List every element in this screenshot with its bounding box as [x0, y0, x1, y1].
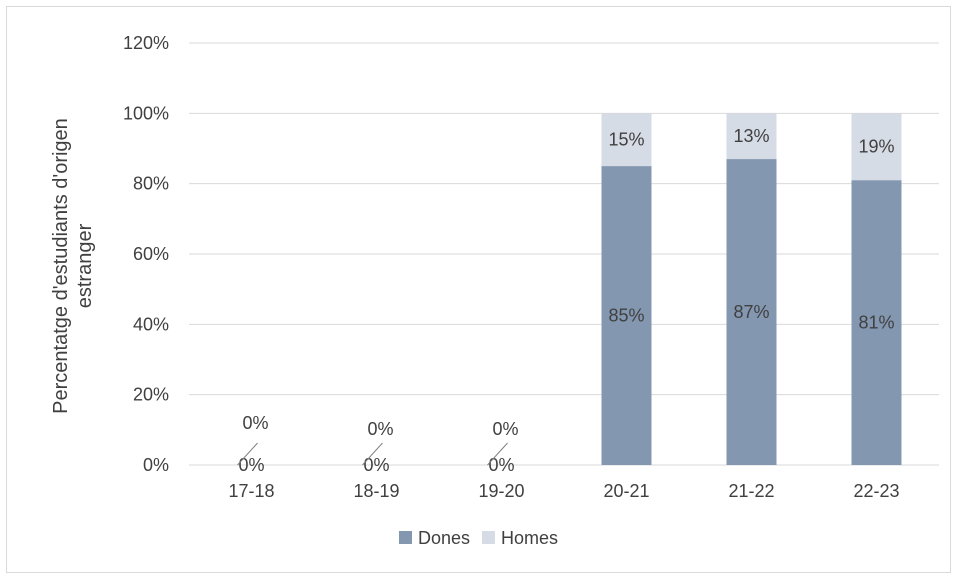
y-axis-title: Percentatge d'estudiants d'origen estrang… [50, 118, 96, 414]
y-axis-title-line: Percentatge d'estudiants d'origen [50, 118, 72, 414]
label-leader-line [237, 442, 258, 466]
data-label-homes: 0% [242, 413, 268, 433]
legend-label-homes: Homes [501, 528, 558, 548]
bars [601, 113, 902, 466]
data-label-dones: 87% [733, 302, 769, 322]
y-tick-label: 40% [133, 314, 169, 334]
legend: Dones Homes [399, 528, 558, 548]
y-tick-label: 100% [123, 103, 169, 123]
y-axis-title: Percentatge d'estudiants d'origen estrang… [50, 118, 96, 414]
data-label-dones: 0% [363, 455, 389, 475]
data-label-dones: 0% [238, 455, 264, 475]
x-tick-label: 21-22 [728, 481, 774, 501]
x-tick-label: 19-20 [478, 481, 524, 501]
y-tick-label: 80% [133, 174, 169, 194]
bar-segment-dones [601, 166, 652, 466]
chart-frame: 0% 20% 40% 60% 80% 100% 120% 0% 0% 0% 0% 0% 0% 85% 15… [6, 6, 951, 573]
y-tick-label: 120% [123, 33, 169, 53]
bar-segment-homes [601, 113, 652, 167]
y-tick-label: 60% [133, 244, 169, 264]
data-label-dones: 81% [858, 313, 894, 333]
label-leader-line [487, 442, 508, 466]
y-axis-title-line: estranger [74, 223, 96, 308]
data-label-dones: 85% [608, 306, 644, 326]
x-tick-label: 17-18 [228, 481, 274, 501]
data-label-dones: 0% [488, 455, 514, 475]
y-axis-ticks: 0% 20% 40% 60% 80% 100% 120% [123, 33, 169, 475]
x-tick-label: 22-23 [853, 481, 899, 501]
x-tick-label: 20-21 [603, 481, 649, 501]
legend-label-dones: Dones [418, 528, 470, 548]
legend-swatch-homes [482, 531, 495, 544]
x-tick-label: 18-19 [353, 481, 399, 501]
x-axis-ticks: 17-18 18-19 19-20 20-21 21-22 22-23 [228, 481, 899, 501]
stacked-bar-chart: 0% 20% 40% 60% 80% 100% 120% 0% 0% 0% 0% 0% 0% 85% 15… [50, 33, 939, 548]
bar-segment-homes [726, 113, 777, 160]
data-label-homes: 15% [608, 130, 644, 150]
legend-swatch-dones [399, 531, 412, 544]
label-leader-line [362, 442, 383, 466]
data-label-homes: 0% [492, 419, 518, 439]
data-label-homes: 19% [858, 137, 894, 157]
bar-segment-dones [851, 180, 902, 465]
y-tick-label: 20% [133, 385, 169, 405]
bar-segment-homes [851, 113, 902, 181]
y-tick-label: 0% [143, 455, 169, 475]
data-label-homes: 13% [733, 126, 769, 146]
gridlines [189, 42, 939, 466]
data-labels: 0% 0% 0% 0% 0% 0% 85% 15% 87% 13% 81% 19% [237, 126, 895, 475]
bar-segment-dones [726, 159, 777, 466]
data-label-homes: 0% [367, 419, 393, 439]
